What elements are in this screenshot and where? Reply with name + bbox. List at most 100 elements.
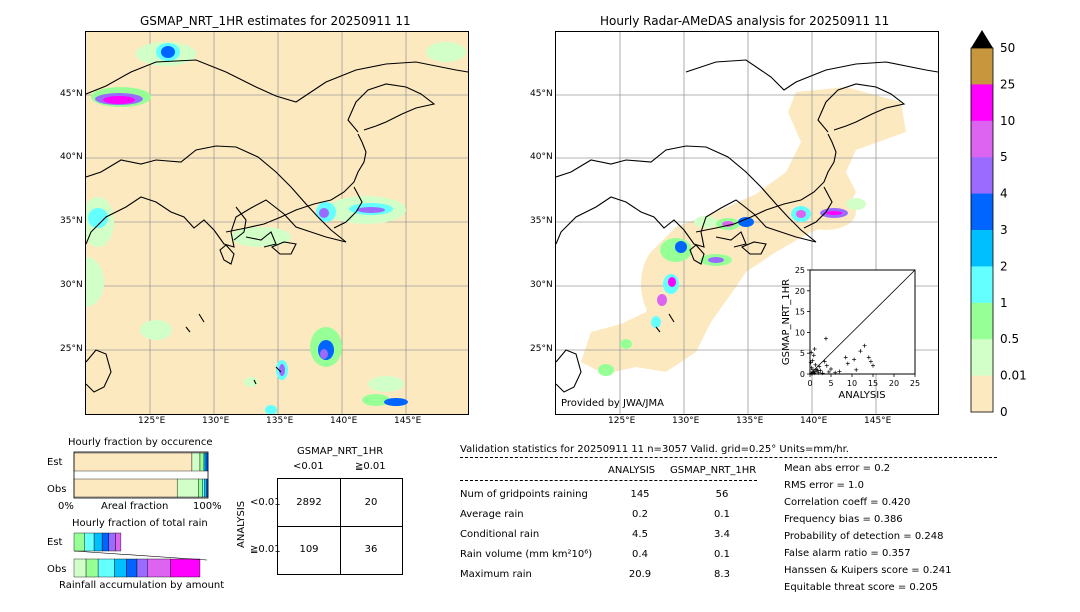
accumulation-bars [73, 532, 208, 578]
occurrence-bars [73, 451, 209, 499]
colorbar-label: 4 [1000, 187, 1008, 201]
stat-row-label: Rain volume (mm km²10⁶) [460, 549, 593, 560]
occurrence-est-bar [73, 452, 209, 472]
score-line: Probability of detection = 0.248 [784, 531, 944, 542]
fraction-bar-segment [73, 558, 87, 578]
scatter-point [820, 371, 825, 376]
scatter-point [809, 365, 814, 370]
fraction-bar-segment [73, 532, 85, 552]
scatter-point [813, 362, 818, 367]
left-lon-label: 145°E [394, 416, 422, 426]
fraction-bar-segment [199, 452, 205, 472]
stat-row-label: Maximum rain [460, 569, 532, 580]
left-lat-label: 30°N [60, 280, 83, 290]
right-lon-label: 135°E [736, 416, 764, 426]
contingency-cell: 109 [299, 544, 319, 555]
colorbar: 50 25 10 5 4 3 2 1 0.5 0.01 0 [970, 30, 1027, 418]
score-line: Frequency bias = 0.386 [784, 514, 903, 525]
scatter-ytick-label: 20 [795, 287, 805, 296]
contingency-col-header: GSMAP_NRT_1HR [297, 446, 384, 457]
left-lon-label: 135°E [266, 416, 294, 426]
score-line: False alarm ratio = 0.357 [784, 548, 911, 559]
stat-row-gsmap: 8.3 [714, 569, 730, 580]
stat-row-gsmap: 3.4 [714, 529, 730, 540]
stat-row-gsmap: 0.1 [714, 549, 730, 560]
scatter-point [810, 367, 815, 372]
left-map-svg [86, 32, 468, 414]
left-lat-label: 40°N [60, 152, 83, 162]
colorbar-frame [970, 47, 994, 413]
stat-row-analysis: 0.4 [632, 549, 648, 560]
scatter-diagonal [809, 269, 916, 375]
accumulation-connector [73, 550, 208, 561]
scatter-point [843, 355, 848, 360]
score-line: RMS error = 1.0 [784, 480, 864, 491]
right-map-svg [556, 32, 938, 414]
fraction-bar-segment [97, 558, 115, 578]
contingency-divider-h [278, 526, 402, 527]
contingency-col-label: ≧0.01 [355, 461, 386, 472]
scatter-ytick-label: 0 [800, 370, 805, 379]
left-lon-label: 140°E [330, 416, 358, 426]
fraction-bar-segment [126, 558, 138, 578]
scatter-xtick-label: 10 [847, 379, 857, 388]
scatter-xtick-label: 5 [828, 379, 833, 388]
scatter-point [854, 367, 859, 372]
scatter-xtick-label: 0 [807, 379, 812, 388]
accumulation-caption: Rainfall accumulation by amount [59, 580, 225, 591]
fraction-bar-segment [73, 452, 193, 472]
contingency-row-label: <0.01 [250, 497, 281, 508]
colorbar-segment [971, 266, 993, 304]
occurrence-axis-mid: Areal fraction [101, 501, 169, 512]
occurrence-frame [73, 451, 209, 499]
validation-col-analysis: ANALYSIS [608, 465, 656, 476]
colorbar-extend-arrow [971, 30, 993, 48]
accumulation-est-bar [73, 532, 122, 552]
accumulation-obs-bar [73, 558, 201, 578]
score-line: Mean abs error = 0.2 [784, 463, 891, 474]
scatter-point [824, 363, 829, 368]
validation-header-rule [460, 457, 997, 458]
validation-header: Validation statistics for 20250911 11 n=… [460, 444, 849, 455]
colorbar-segment [971, 157, 993, 195]
fraction-bar-segment [204, 478, 207, 498]
right-lon-label: 125°E [608, 416, 636, 426]
contingency-cell: 2892 [296, 497, 322, 508]
colorbar-segment [971, 120, 993, 158]
left-lat-label: 45°N [60, 89, 83, 99]
scatter-point [868, 359, 873, 364]
colorbar-segment [971, 48, 993, 85]
occurrence-title: Hourly fraction by occurence [68, 437, 213, 448]
colorbar-segment [971, 84, 993, 122]
accumulation-obs-label: Obs [47, 564, 67, 575]
contingency-row-header: ANALYSIS [236, 500, 247, 548]
validation-col-gsmap: GSMAP_NRT_1HR [670, 465, 757, 476]
scatter-point [837, 369, 842, 374]
fraction-bar-segment [93, 532, 103, 552]
scatter-inset: 0 5 10 15 20 25 0 5 10 15 20 25 ANALYSIS GSMAP_NRT_… [781, 266, 920, 401]
left-lat-label: 25°N [60, 344, 83, 354]
colorbar-label: 0 [1000, 405, 1008, 418]
scatter-point [811, 353, 816, 358]
stat-row-gsmap: 56 [715, 489, 729, 500]
stat-row-label: Conditional rain [460, 529, 540, 540]
scatter-point [845, 361, 850, 366]
fraction-bar-segment [136, 558, 148, 578]
colorbar-label: 2 [1000, 259, 1008, 273]
scatter-xtick-label: 20 [889, 379, 899, 388]
colorbar-label: 0.01 [1000, 369, 1027, 383]
colorbar-segment [971, 302, 993, 340]
validation-col-rule [460, 480, 757, 481]
contingency-grid: 2892 20 109 36 [277, 478, 403, 575]
scatter-point [812, 347, 817, 352]
fraction-bar-segment [198, 478, 203, 498]
right-lat-label: 25°N [530, 344, 553, 354]
scatter-ytick-label: 10 [795, 328, 805, 337]
stat-row-analysis: 4.5 [632, 529, 648, 540]
scatter-point [871, 363, 875, 368]
left-lon-label: 130°E [202, 416, 230, 426]
fraction-bar-segment [191, 452, 201, 472]
left-lat-label: 35°N [60, 216, 83, 226]
occurrence-est-label: Est [47, 457, 63, 468]
scatter-point [823, 336, 828, 341]
